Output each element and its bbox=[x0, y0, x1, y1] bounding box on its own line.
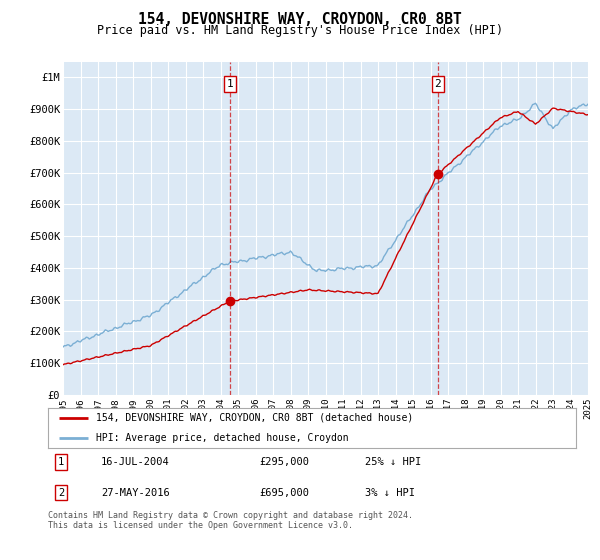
Text: £695,000: £695,000 bbox=[259, 488, 309, 498]
Text: Price paid vs. HM Land Registry's House Price Index (HPI): Price paid vs. HM Land Registry's House … bbox=[97, 24, 503, 36]
Text: 2: 2 bbox=[58, 488, 64, 498]
Text: £295,000: £295,000 bbox=[259, 457, 309, 467]
Text: 154, DEVONSHIRE WAY, CROYDON, CR0 8BT: 154, DEVONSHIRE WAY, CROYDON, CR0 8BT bbox=[138, 12, 462, 27]
Text: 3% ↓ HPI: 3% ↓ HPI bbox=[365, 488, 415, 498]
Text: HPI: Average price, detached house, Croydon: HPI: Average price, detached house, Croy… bbox=[95, 433, 348, 443]
Text: 154, DEVONSHIRE WAY, CROYDON, CR0 8BT (detached house): 154, DEVONSHIRE WAY, CROYDON, CR0 8BT (d… bbox=[95, 413, 413, 423]
Text: 1: 1 bbox=[58, 457, 64, 467]
Text: 1: 1 bbox=[227, 79, 233, 89]
Text: 27-MAY-2016: 27-MAY-2016 bbox=[101, 488, 170, 498]
Text: 16-JUL-2004: 16-JUL-2004 bbox=[101, 457, 170, 467]
Text: Contains HM Land Registry data © Crown copyright and database right 2024.
This d: Contains HM Land Registry data © Crown c… bbox=[48, 511, 413, 530]
Text: 2: 2 bbox=[434, 79, 441, 89]
Text: 25% ↓ HPI: 25% ↓ HPI bbox=[365, 457, 421, 467]
